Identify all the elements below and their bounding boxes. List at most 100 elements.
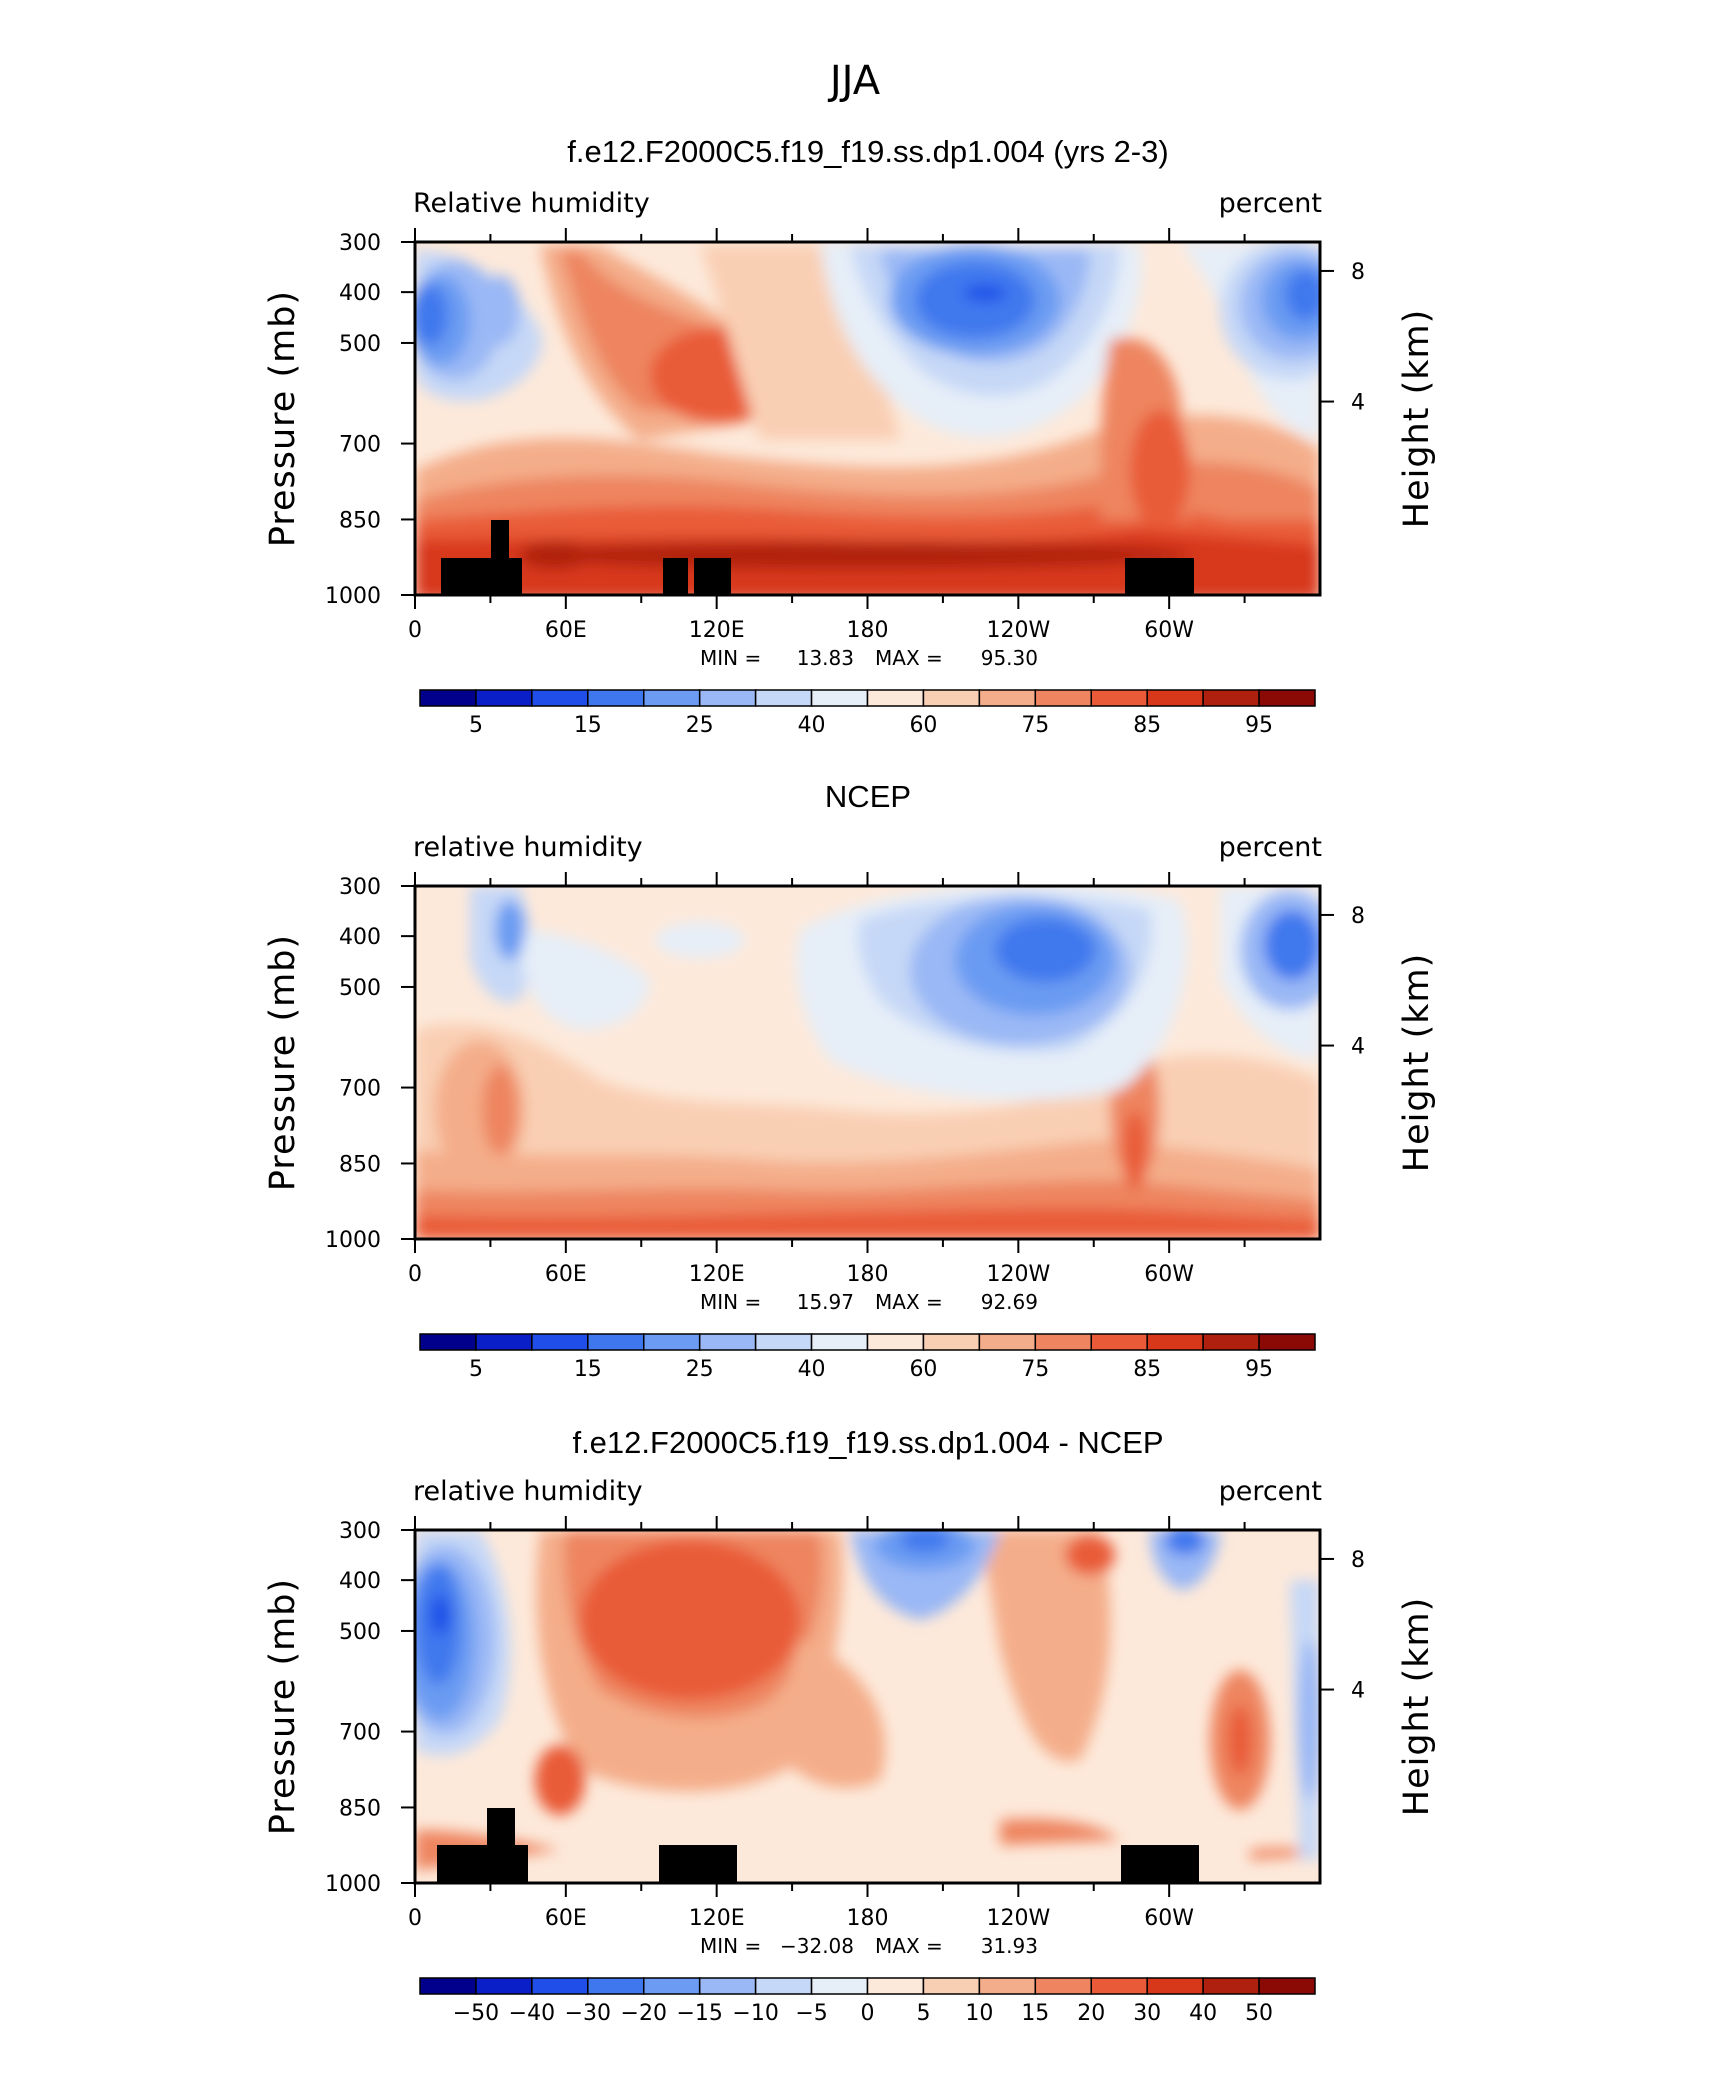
panel-title: f.e12.F2000C5.f19_f19.ss.dp1.004 (yrs 2-… bbox=[567, 134, 1168, 169]
variable-label: relative humidity bbox=[413, 1476, 643, 1507]
colorbar-label: 40 bbox=[1189, 2001, 1217, 2026]
y2-tick-label: 4 bbox=[1351, 1035, 1365, 1060]
colorbar-swatch bbox=[531, 689, 589, 707]
colorbar-swatch bbox=[922, 689, 981, 707]
panel-2: NCEP relative humidity percent bbox=[413, 779, 1322, 1239]
figure-title: JJA bbox=[827, 58, 881, 104]
units-label: percent bbox=[1219, 1476, 1322, 1507]
colorbar-label: 40 bbox=[798, 713, 826, 738]
y2-tick-label: 8 bbox=[1351, 1548, 1365, 1573]
colorbar-swatch bbox=[475, 1333, 533, 1351]
y-tick-label: 300 bbox=[339, 875, 381, 900]
y2-tick-label: 8 bbox=[1351, 260, 1365, 285]
y2-axis-title: Height (km) bbox=[1397, 309, 1437, 529]
colorbar-swatch bbox=[922, 1333, 981, 1351]
colorbar-swatch bbox=[978, 689, 1037, 707]
min-value: 13.83 bbox=[797, 646, 854, 670]
x-tick-label: 60W bbox=[1144, 618, 1194, 643]
colorbar-swatch bbox=[419, 1977, 477, 1995]
colorbar-label: 95 bbox=[1245, 713, 1273, 738]
colorbar-swatch bbox=[922, 1977, 981, 1995]
colorbar-label: 30 bbox=[1133, 2001, 1161, 2026]
colorbar-swatch bbox=[1258, 1333, 1316, 1351]
max-value: 31.93 bbox=[981, 1934, 1038, 1958]
y-tick-label: 400 bbox=[339, 925, 381, 950]
x-tick-label: 180 bbox=[847, 618, 889, 643]
colorbar-swatch bbox=[1090, 689, 1148, 707]
colorbar-label: 60 bbox=[909, 1357, 937, 1382]
colorbar-swatch bbox=[1258, 1977, 1316, 1995]
panel-1: f.e12.F2000C5.f19_f19.ss.dp1.004 (yrs 2-… bbox=[413, 134, 1322, 595]
contour-field bbox=[415, 242, 1320, 595]
x-tick-label: 60W bbox=[1144, 1906, 1194, 1931]
max-label: MAX = bbox=[875, 646, 943, 670]
y-tick-label: 850 bbox=[339, 508, 381, 533]
colorbar-label: 15 bbox=[574, 713, 602, 738]
colorbar-label: 75 bbox=[1021, 1357, 1049, 1382]
y-axis-title: Pressure (mb) bbox=[263, 934, 303, 1191]
colorbar-swatch bbox=[754, 689, 813, 707]
colorbar-label: 75 bbox=[1021, 713, 1049, 738]
colorbar-swatch bbox=[698, 1333, 757, 1351]
colorbar-swatch bbox=[810, 1977, 869, 1995]
colorbar-swatch bbox=[475, 689, 533, 707]
x-tick-label: 120W bbox=[986, 618, 1050, 643]
colorbar-swatch bbox=[643, 1333, 701, 1351]
contour-field bbox=[415, 886, 1320, 1239]
y-tick-label: 500 bbox=[339, 332, 381, 357]
colorbar-label: −30 bbox=[565, 2001, 611, 2026]
x-tick-label: 60E bbox=[545, 1906, 587, 1931]
colorbar-swatch bbox=[754, 1977, 813, 1995]
colorbar-swatch bbox=[1202, 1333, 1260, 1351]
colorbar-swatch bbox=[1034, 1977, 1092, 1995]
variable-label: relative humidity bbox=[413, 832, 643, 863]
colorbar-swatch bbox=[1090, 1333, 1148, 1351]
colorbar-swatch bbox=[1202, 1977, 1260, 1995]
max-value: 95.30 bbox=[981, 646, 1038, 670]
colorbar-swatch bbox=[1034, 1333, 1092, 1351]
y-tick-label: 700 bbox=[339, 1077, 381, 1102]
x-tick-label: 180 bbox=[847, 1262, 889, 1287]
colorbar-label: 5 bbox=[469, 1357, 483, 1382]
colorbar-swatch bbox=[587, 1977, 645, 1995]
panel-3: f.e12.F2000C5.f19_f19.ss.dp1.004 - NCEP … bbox=[413, 1425, 1322, 1883]
colorbar-label: −40 bbox=[509, 2001, 555, 2026]
colorbar-label: 0 bbox=[861, 2001, 875, 2026]
y-tick-label: 700 bbox=[339, 433, 381, 458]
colorbar-swatch bbox=[587, 689, 645, 707]
y-tick-label: 850 bbox=[339, 1152, 381, 1177]
y-tick-label: 1000 bbox=[325, 1228, 381, 1253]
x-tick-label: 120E bbox=[689, 618, 745, 643]
colorbar-swatch bbox=[419, 1333, 477, 1351]
y-tick-label: 400 bbox=[339, 1569, 381, 1594]
panel-title: NCEP bbox=[825, 779, 911, 814]
colorbar-label: −10 bbox=[732, 2001, 778, 2026]
colorbar-swatch bbox=[978, 1333, 1037, 1351]
colorbar-swatch bbox=[1090, 1977, 1148, 1995]
colorbar-swatch bbox=[531, 1977, 589, 1995]
min-label: MIN = bbox=[700, 1290, 761, 1314]
colorbar-swatch bbox=[1202, 689, 1260, 707]
x-tick-label: 120E bbox=[689, 1262, 745, 1287]
y-tick-label: 500 bbox=[339, 1620, 381, 1645]
colorbar-label: 50 bbox=[1245, 2001, 1273, 2026]
colorbar-label: −5 bbox=[795, 2001, 827, 2026]
colorbar-swatch bbox=[587, 1333, 645, 1351]
y-tick-label: 700 bbox=[339, 1721, 381, 1746]
colorbar-label: 10 bbox=[965, 2001, 993, 2026]
y-tick-label: 500 bbox=[339, 976, 381, 1001]
colorbar-swatch bbox=[866, 689, 925, 707]
min-value: 15.97 bbox=[797, 1290, 854, 1314]
terrain-mask bbox=[441, 520, 1194, 595]
colorbar-label: 95 bbox=[1245, 1357, 1273, 1382]
colorbar-swatch bbox=[1034, 689, 1092, 707]
units-label: percent bbox=[1219, 832, 1322, 863]
x-tick-label: 120W bbox=[986, 1262, 1050, 1287]
colorbar-label: 85 bbox=[1133, 1357, 1161, 1382]
y-axis-title: Pressure (mb) bbox=[263, 290, 303, 547]
y2-axis-title: Height (km) bbox=[1397, 1597, 1437, 1817]
min-label: MIN = bbox=[700, 1934, 761, 1958]
colorbar-label: −50 bbox=[453, 2001, 499, 2026]
colorbar-label: 5 bbox=[469, 713, 483, 738]
